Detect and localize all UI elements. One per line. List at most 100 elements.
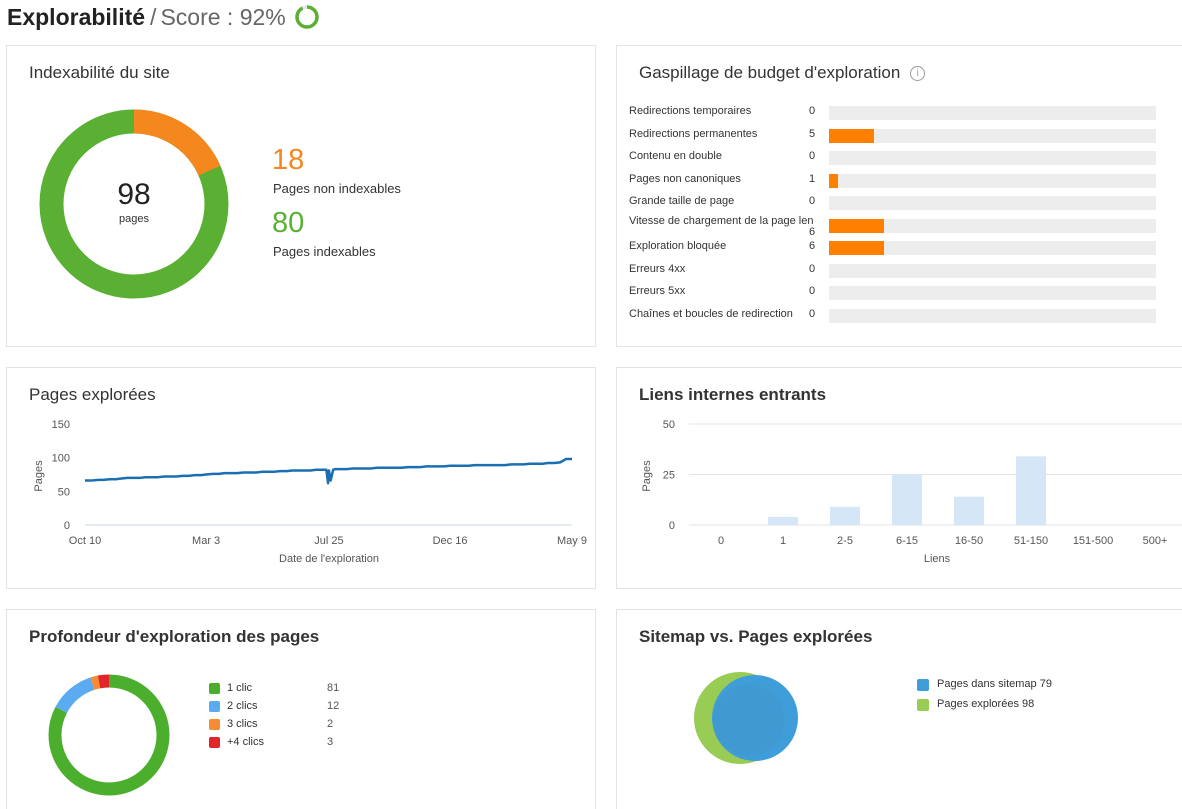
legend-value: 81 (327, 682, 340, 694)
inbound-links-bar-chart: 50 25 0 Pages 0 1 2-5 6-15 16-50 51-150 151-500 500… (641, 419, 1182, 565)
budget-row-value: 1 (809, 172, 816, 185)
budget-row-label: Exploration bloquée (629, 240, 727, 252)
budget-row-value: 0 (809, 105, 816, 117)
sitemap-card: Sitemap vs. Pages explorées Pages dans s… (616, 609, 1182, 809)
budget-bar-fill (829, 173, 839, 188)
sitemap-legend-item[interactable]: Pages dans sitemap 79 (917, 678, 1097, 692)
indexability-donut (39, 109, 229, 299)
budget-bar-track (829, 286, 1156, 300)
legend-value: 12 (327, 700, 340, 712)
non-indexable-count: 18 (272, 144, 305, 176)
budget-row[interactable]: Chaînes et boucles de redirection 0 (629, 308, 1169, 323)
depth-legend-item[interactable]: 1 clic 81 (209, 682, 369, 696)
x-axis-title: Date de l'exploration (279, 553, 379, 565)
score-label: Score : 92% (160, 3, 286, 30)
info-icon[interactable]: i (910, 66, 926, 81)
y-axis-title: Pages (33, 460, 45, 492)
inbound-links-card: Liens internes entrants 50 25 0 Pages 0 1 2-5 6… (616, 367, 1182, 589)
budget-bar-track (829, 151, 1156, 165)
y-tick-label: 0 (669, 520, 675, 532)
budget-bar-track (829, 173, 1156, 188)
sitemap-venn-diagram (694, 672, 798, 764)
legend-label: 3 clics (227, 718, 258, 730)
card-title-wrapper: Gaspillage de budget d'exploration i (639, 63, 926, 83)
budget-row-label: Redirections permanentes (629, 127, 758, 140)
budget-row-label: Redirections temporaires (629, 105, 752, 117)
venn-overlap (713, 684, 785, 756)
y-tick-label: 0 (64, 520, 70, 532)
budget-row[interactable]: Vitesse de chargement de la page len 6 (629, 214, 1169, 238)
budget-row-value: 6 (809, 225, 816, 238)
x-tick-label: 1 (780, 535, 786, 547)
depth-segment (48, 674, 170, 796)
bar (892, 474, 922, 525)
budget-row-value: 0 (809, 262, 816, 275)
budget-bar-track (829, 106, 1156, 120)
total-pages-count: 98 (117, 178, 151, 211)
budget-row-label: Chaînes et boucles de redirection (629, 307, 793, 320)
budget-row-value: 0 (809, 285, 816, 297)
bar (830, 506, 860, 525)
budget-row-value: 5 (809, 127, 816, 140)
depth-legend-item[interactable]: 3 clics 2 (209, 718, 369, 732)
budget-row-label: Erreurs 4xx (629, 262, 686, 275)
x-tick-label: 0 (718, 535, 724, 547)
y-tick-label: 100 (52, 453, 70, 465)
budget-row[interactable]: Contenu en double 0 (629, 150, 1169, 165)
title-separator: / (150, 3, 157, 30)
y-tick-label: 50 (663, 419, 675, 431)
budget-bar-track (829, 308, 1156, 323)
x-axis-title: Liens (924, 553, 951, 565)
x-tick-label: Oct 10 (69, 535, 101, 547)
legend-label: Pages dans sitemap 79 (937, 678, 1052, 690)
card-title: Profondeur d'exploration des pages (29, 627, 320, 646)
card-title: Indexabilité du site (29, 63, 170, 82)
budget-row[interactable]: Pages non canoniques 1 (629, 173, 1169, 188)
legend-swatch (917, 699, 929, 711)
budget-row-label: Erreurs 5xx (629, 285, 686, 297)
crawled-pages-card: Pages explorées 150 100 50 0 Pages Oct 10 Mar … (6, 367, 596, 589)
budget-row-label: Pages non canoniques (629, 172, 741, 185)
card-title: Sitemap vs. Pages explorées (639, 627, 873, 646)
budget-row-value: 0 (809, 307, 816, 320)
x-tick-label: 51-150 (1014, 535, 1048, 547)
crawl-budget-card: Gaspillage de budget d'exploration i Redi… (616, 45, 1182, 347)
page-title: Explorabilité (7, 3, 146, 30)
score-ring-icon (294, 5, 319, 29)
total-pages-label: pages (119, 213, 149, 225)
budget-row-label: Grande taille de page (629, 195, 735, 207)
legend-label: +4 clics (227, 736, 264, 748)
budget-row[interactable]: Erreurs 5xx 0 (629, 285, 1169, 300)
depth-legend-item[interactable]: +4 clics 3 (209, 736, 369, 750)
sitemap-legend-item[interactable]: Pages explorées 98 (917, 698, 1097, 712)
budget-bar-track (829, 263, 1156, 278)
budget-row-label: Vitesse de chargement de la page len (629, 214, 814, 227)
indexable-label: Pages indexables (273, 244, 376, 259)
crawl-depth-donut-chart (48, 674, 170, 796)
x-tick-label: 2-5 (837, 535, 853, 547)
legend-value: 2 (327, 718, 334, 730)
y-tick-label: 25 (663, 470, 675, 482)
legend-swatch (209, 737, 220, 748)
budget-bar-fill (829, 218, 884, 233)
budget-row-label: Contenu en double (629, 150, 722, 162)
depth-legend-item[interactable]: 2 clics 12 (209, 700, 369, 714)
y-axis-title: Pages (641, 460, 653, 492)
budget-bar-fill (829, 128, 875, 143)
budget-row[interactable]: Grande taille de page 0 (629, 195, 1169, 210)
legend-swatch (209, 683, 220, 694)
budget-row[interactable]: Redirections permanentes 5 (629, 128, 1169, 143)
crawled-pages-line-chart: 150 100 50 0 Pages Oct 10 Mar 3 Jul 25 Dec 16 May… (33, 419, 587, 565)
budget-bar-track (829, 241, 1156, 255)
budget-row[interactable]: Erreurs 4xx 0 (629, 263, 1169, 278)
budget-row[interactable]: Exploration bloquée 6 (629, 240, 1169, 255)
budget-bar-track (829, 218, 1156, 233)
x-tick-label: May 9 (557, 535, 587, 547)
budget-bar-track (829, 128, 1156, 143)
x-tick-label: 500+ (1143, 535, 1168, 547)
legend-label: 1 clic (227, 682, 253, 694)
budget-row[interactable]: Redirections temporaires 0 (629, 105, 1169, 120)
budget-bar-track (829, 196, 1156, 210)
bar (1016, 456, 1046, 525)
x-tick-label: 6-15 (896, 535, 918, 547)
